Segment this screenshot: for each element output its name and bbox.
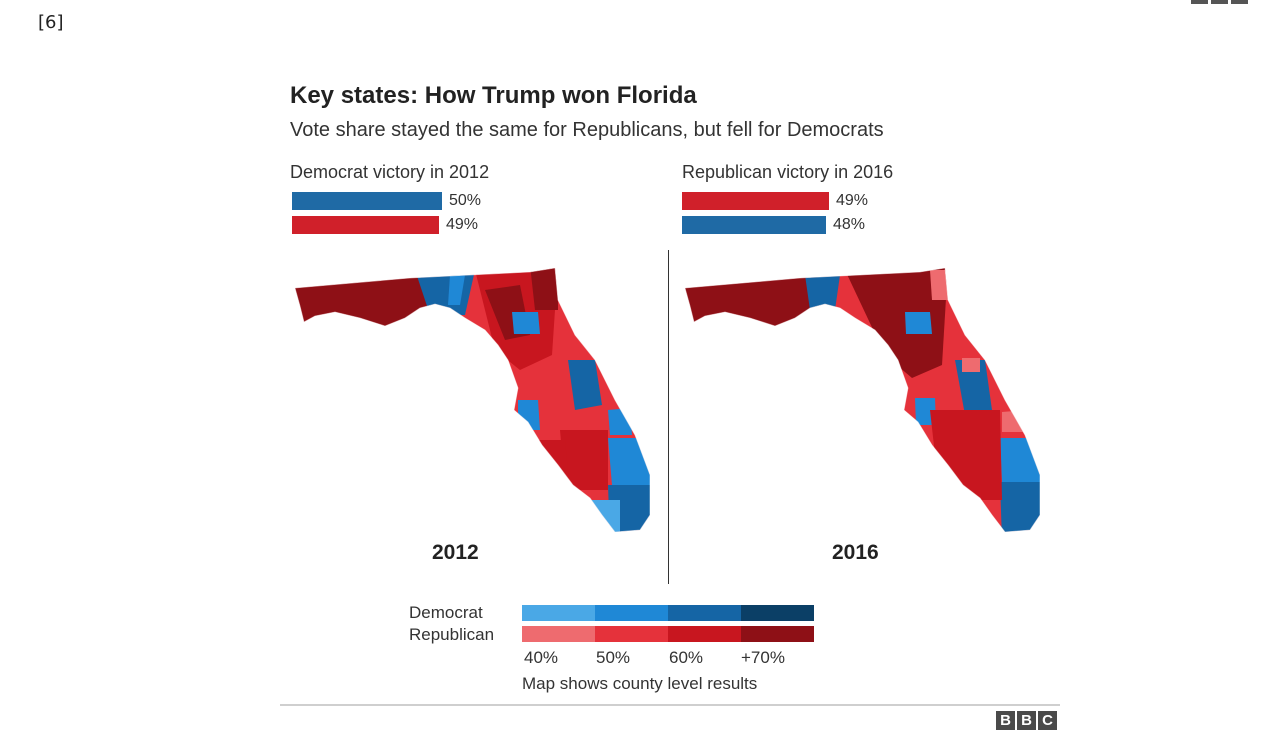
panel-divider [668,250,669,584]
chart-title: Key states: How Trump won Florida [290,82,697,109]
legend-republican-label: Republican [409,625,495,644]
legend-democrat-label: Democrat [409,603,483,622]
legend-democrat-70 [741,605,814,621]
bbc-logo-letter: B [996,711,1015,730]
pct-2016-democrat: 48% [833,216,866,233]
panel-2012-label: Democrat victory in 2012 [290,162,490,182]
pct-2012-republican: 49% [446,216,479,233]
corner-logo-fragment [1191,0,1248,4]
bar-2016-democrat [682,216,826,234]
bar-2012-democrat [292,192,442,210]
legend-democrat-40 [522,605,595,621]
reference-marker: [6] [38,12,64,33]
pct-2012-democrat: 50% [449,192,482,209]
legend-tick-50: 50% [596,648,631,667]
pct-2016-republican: 49% [836,192,869,209]
map-note: Map shows county level results [522,674,758,693]
florida-county-map-2016 [684,267,1041,533]
bar-2016-republican [682,192,829,210]
legend-republican-40 [522,626,595,642]
legend-tick-40: 40% [524,648,559,667]
legend-tick-60: 60% [669,648,704,667]
legend-democrat-50 [595,605,668,621]
panel-2016-label: Republican victory in 2016 [682,162,894,182]
florida-county-map-2012 [294,267,651,533]
legend-democrat-60 [668,605,741,621]
bar-2012-republican [292,216,439,234]
footer-rule [280,704,1060,706]
year-label-2012: 2012 [432,541,479,564]
legend-republican-50 [595,626,668,642]
bbc-logo: B B C [996,711,1057,730]
chart-subtitle: Vote share stayed the same for Republica… [290,119,884,141]
legend-republican-60 [668,626,741,642]
bbc-logo-letter: B [1017,711,1036,730]
bbc-logo-letter: C [1038,711,1057,730]
legend-republican-70 [741,626,814,642]
year-label-2016: 2016 [832,541,879,564]
legend-tick-70: +70% [741,648,785,667]
